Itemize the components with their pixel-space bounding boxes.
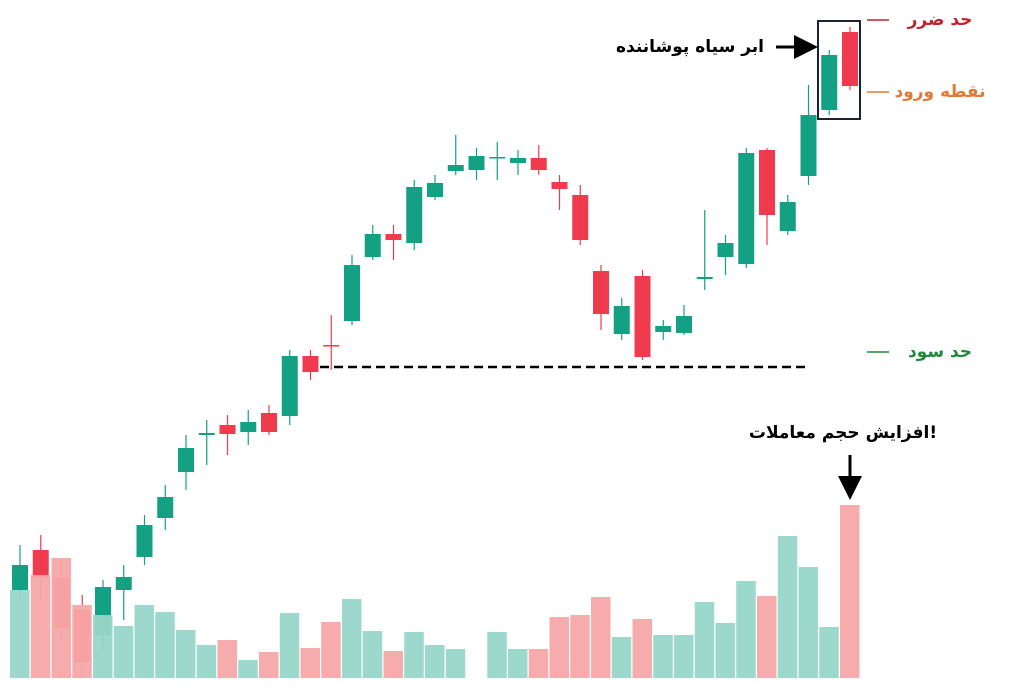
volume-bar (93, 615, 113, 678)
volume-bar (798, 567, 818, 678)
level-label: حد سود (908, 342, 972, 362)
volume-bar (10, 590, 30, 678)
volume-bar (238, 660, 258, 678)
volume-bar (715, 623, 735, 678)
volume-bar (321, 622, 341, 678)
volume-bar (425, 645, 445, 678)
volume-bar (30, 575, 51, 678)
volume-bar (113, 626, 134, 678)
volume-bar (445, 649, 466, 678)
volume-bar (549, 617, 569, 678)
volume-bar (217, 640, 237, 678)
volume-bar (570, 615, 590, 678)
volume-bar (591, 597, 611, 678)
volume-bar (840, 505, 860, 678)
volume-bar (757, 596, 777, 678)
volume-bar (487, 632, 507, 678)
pattern-box (817, 20, 861, 120)
volume-annotation: افزایش حجم معاملات! (749, 423, 937, 443)
volume-bar (383, 651, 403, 678)
volume-bar (404, 632, 424, 678)
level-label: نقطه ورود (894, 82, 985, 102)
volume-bar (279, 613, 300, 678)
volume-bar (342, 599, 362, 678)
volume-bar (362, 631, 383, 678)
volume-bar (155, 612, 175, 678)
volume-bar (134, 605, 154, 678)
volume-bar (196, 645, 217, 678)
volume-bar (508, 649, 528, 678)
pattern-label: ابر سیاه پوشاننده (616, 37, 764, 57)
volume-bar (176, 630, 196, 678)
volume-bar (528, 649, 549, 678)
level-label: حد ضرر (907, 10, 973, 30)
volume-bar (653, 635, 673, 678)
volume-bar (736, 581, 756, 678)
volume-bar (694, 602, 715, 678)
volume-bar (72, 605, 92, 678)
volume-bar (674, 635, 694, 678)
volume-bar (611, 637, 632, 678)
volume-bar (819, 627, 839, 678)
volume-bar (259, 652, 279, 678)
volume-bar (300, 648, 320, 678)
volume-bar (632, 619, 652, 678)
volume-bar (777, 536, 798, 678)
volume-bar (51, 558, 71, 678)
